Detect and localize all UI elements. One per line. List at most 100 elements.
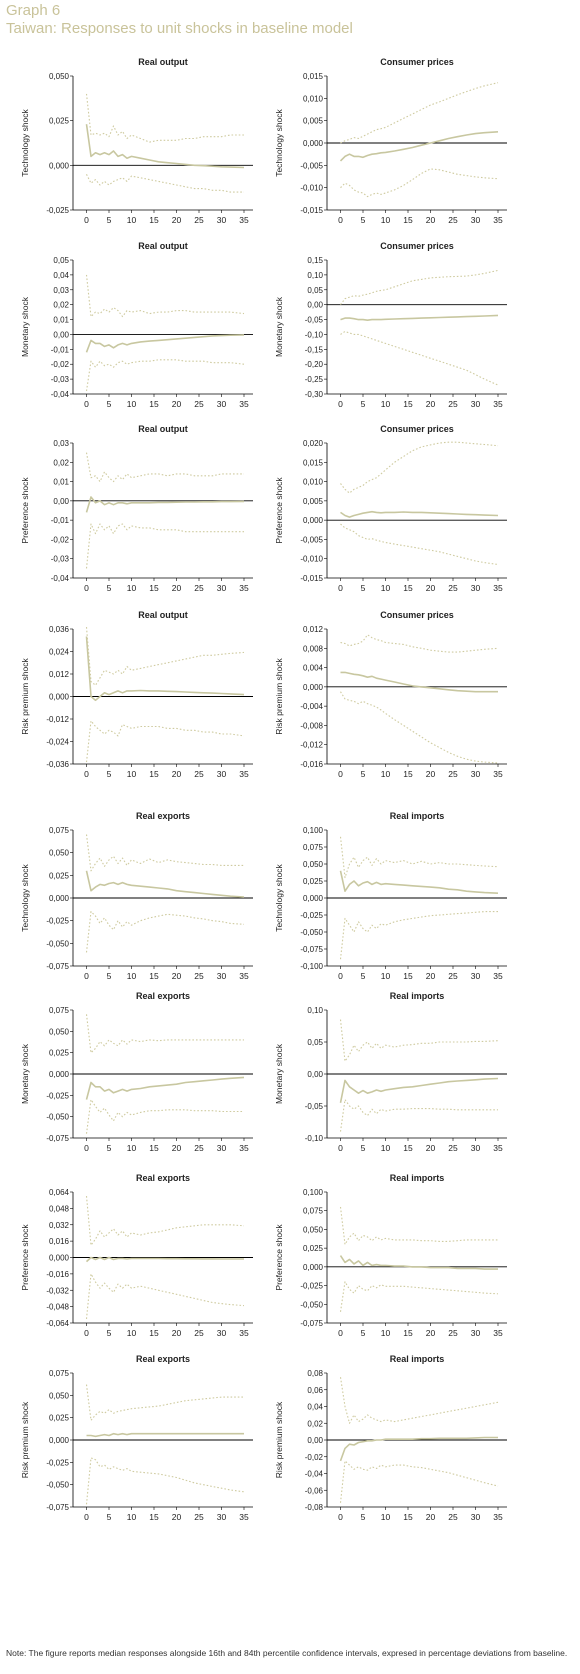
y-tick-label: -0,008 <box>300 721 323 730</box>
y-tick-label: 0,012 <box>49 670 70 679</box>
y-tick-label: -0,025 <box>46 206 69 215</box>
x-tick-label: 10 <box>127 1512 137 1522</box>
upper-band-line <box>85 627 245 686</box>
y-tick-label: 0,000 <box>303 894 324 903</box>
chart-title: Real imports <box>390 811 445 821</box>
y-tick-label: 0,000 <box>49 894 70 903</box>
x-tick-label: 35 <box>493 1143 503 1153</box>
lower-band-line <box>86 174 244 193</box>
x-tick-label: 5 <box>361 971 366 981</box>
lower-band-line <box>339 1099 498 1132</box>
y-tick-label: 0,075 <box>49 826 70 835</box>
y-tick-label: 0,008 <box>303 644 324 653</box>
chart-title: Real output <box>138 424 188 434</box>
x-tick-label: 5 <box>107 1328 112 1338</box>
x-tick-label: 20 <box>172 1143 182 1153</box>
y-tick-label: 0,050 <box>303 1225 324 1234</box>
x-tick-label: 25 <box>448 583 458 593</box>
lower-band-line <box>85 1099 244 1134</box>
x-tick-label: 20 <box>172 1512 182 1522</box>
x-tick-label: 35 <box>239 583 249 593</box>
chart-panel: Real exports 0,075 0,050 0,025 0,000 -0,025 -0… <box>20 1354 253 1522</box>
x-tick-label: 35 <box>493 971 503 981</box>
y-axis-label: Monetary shock <box>274 1043 284 1104</box>
y-tick-label: 0,025 <box>303 877 324 886</box>
x-tick-label: 20 <box>172 1328 182 1338</box>
y-tick-label: 0,01 <box>53 478 69 487</box>
chart-title: Real output <box>138 241 188 251</box>
chart-panel: Real imports 0,10 0,05 0,00 -0,05 -0,10 0 5 10 15… <box>274 991 507 1153</box>
chart-title: Real output <box>138 57 188 67</box>
x-tick-label: 0 <box>338 1143 343 1153</box>
x-tick-label: 10 <box>381 583 391 593</box>
median-response-line <box>339 1255 498 1270</box>
x-tick-label: 10 <box>381 1328 391 1338</box>
x-tick-label: 0 <box>338 769 343 779</box>
median-response-line <box>86 1432 244 1438</box>
y-tick-label: 0,015 <box>303 72 324 81</box>
x-tick-label: 30 <box>217 769 227 779</box>
chart-panel: Real imports 0,08 0,06 0,04 0,02 0,00 -0,02 -0,… <box>274 1354 507 1522</box>
y-tick-label: 0,02 <box>307 1419 323 1428</box>
x-tick-label: 25 <box>194 583 204 593</box>
y-tick-label: -0,010 <box>300 184 323 193</box>
y-tick-label: 0,000 <box>303 683 324 692</box>
x-tick-label: 15 <box>403 1512 413 1522</box>
y-tick-label: -0,032 <box>46 1286 69 1295</box>
x-tick-label: 5 <box>107 215 112 225</box>
x-tick-label: 5 <box>107 583 112 593</box>
upper-band-line <box>85 274 245 318</box>
upper-band-line <box>85 1196 245 1246</box>
x-tick-label: 5 <box>361 1328 366 1338</box>
x-tick-label: 15 <box>403 769 413 779</box>
y-tick-label: 0,000 <box>49 1436 70 1445</box>
median-response-line <box>339 1077 499 1103</box>
y-tick-label: 0,00 <box>307 1070 323 1079</box>
chart-title: Real exports <box>136 991 190 1001</box>
y-tick-label: 0,00 <box>307 1436 323 1445</box>
x-tick-label: 35 <box>239 1143 249 1153</box>
y-tick-label: -0,10 <box>305 330 324 339</box>
y-tick-label: -0,02 <box>305 1453 324 1462</box>
y-tick-label: -0,08 <box>305 1503 324 1512</box>
x-tick-label: 5 <box>107 971 112 981</box>
y-tick-label: 0,02 <box>53 458 69 467</box>
x-tick-label: 5 <box>361 1512 366 1522</box>
x-tick-label: 5 <box>361 1143 366 1153</box>
x-tick-label: 25 <box>448 1328 458 1338</box>
y-tick-label: 0,050 <box>49 1391 70 1400</box>
y-axis-label: Preference shock <box>274 477 284 544</box>
median-response-line <box>85 1256 244 1263</box>
x-tick-label: 35 <box>493 1328 503 1338</box>
y-axis-label: Risk premium shock <box>20 1401 30 1478</box>
y-tick-label: -0,050 <box>300 1300 323 1309</box>
x-tick-label: 15 <box>403 215 413 225</box>
lower-band-line <box>339 1281 499 1312</box>
y-tick-label: 0,15 <box>307 256 323 265</box>
upper-band-line <box>339 1019 499 1062</box>
y-tick-label: 0,024 <box>49 648 70 657</box>
y-axis-label: Technology shock <box>20 108 30 176</box>
y-tick-label: 0,032 <box>49 1221 70 1230</box>
y-tick-label: -0,01 <box>51 345 70 354</box>
y-tick-label: 0,01 <box>53 316 69 325</box>
x-tick-label: 35 <box>239 399 249 409</box>
upper-band-line <box>339 836 499 879</box>
figure-note: Note: The figure reports median response… <box>6 1648 568 1658</box>
y-tick-label: -0,050 <box>46 939 69 948</box>
x-tick-label: 0 <box>338 583 343 593</box>
x-tick-label: 15 <box>149 971 159 981</box>
x-tick-label: 20 <box>426 215 436 225</box>
median-response-line <box>339 1436 498 1462</box>
y-tick-label: 0,025 <box>49 117 70 126</box>
x-tick-label: 10 <box>127 971 137 981</box>
x-tick-label: 5 <box>361 769 366 779</box>
chart-title: Real exports <box>136 811 190 821</box>
x-tick-label: 0 <box>84 399 89 409</box>
lower-band-line <box>339 911 498 960</box>
lower-band-line <box>339 1460 499 1503</box>
x-tick-label: 25 <box>448 769 458 779</box>
x-tick-label: 0 <box>338 1512 343 1522</box>
x-tick-label: 30 <box>217 583 227 593</box>
upper-band-line <box>340 441 499 494</box>
